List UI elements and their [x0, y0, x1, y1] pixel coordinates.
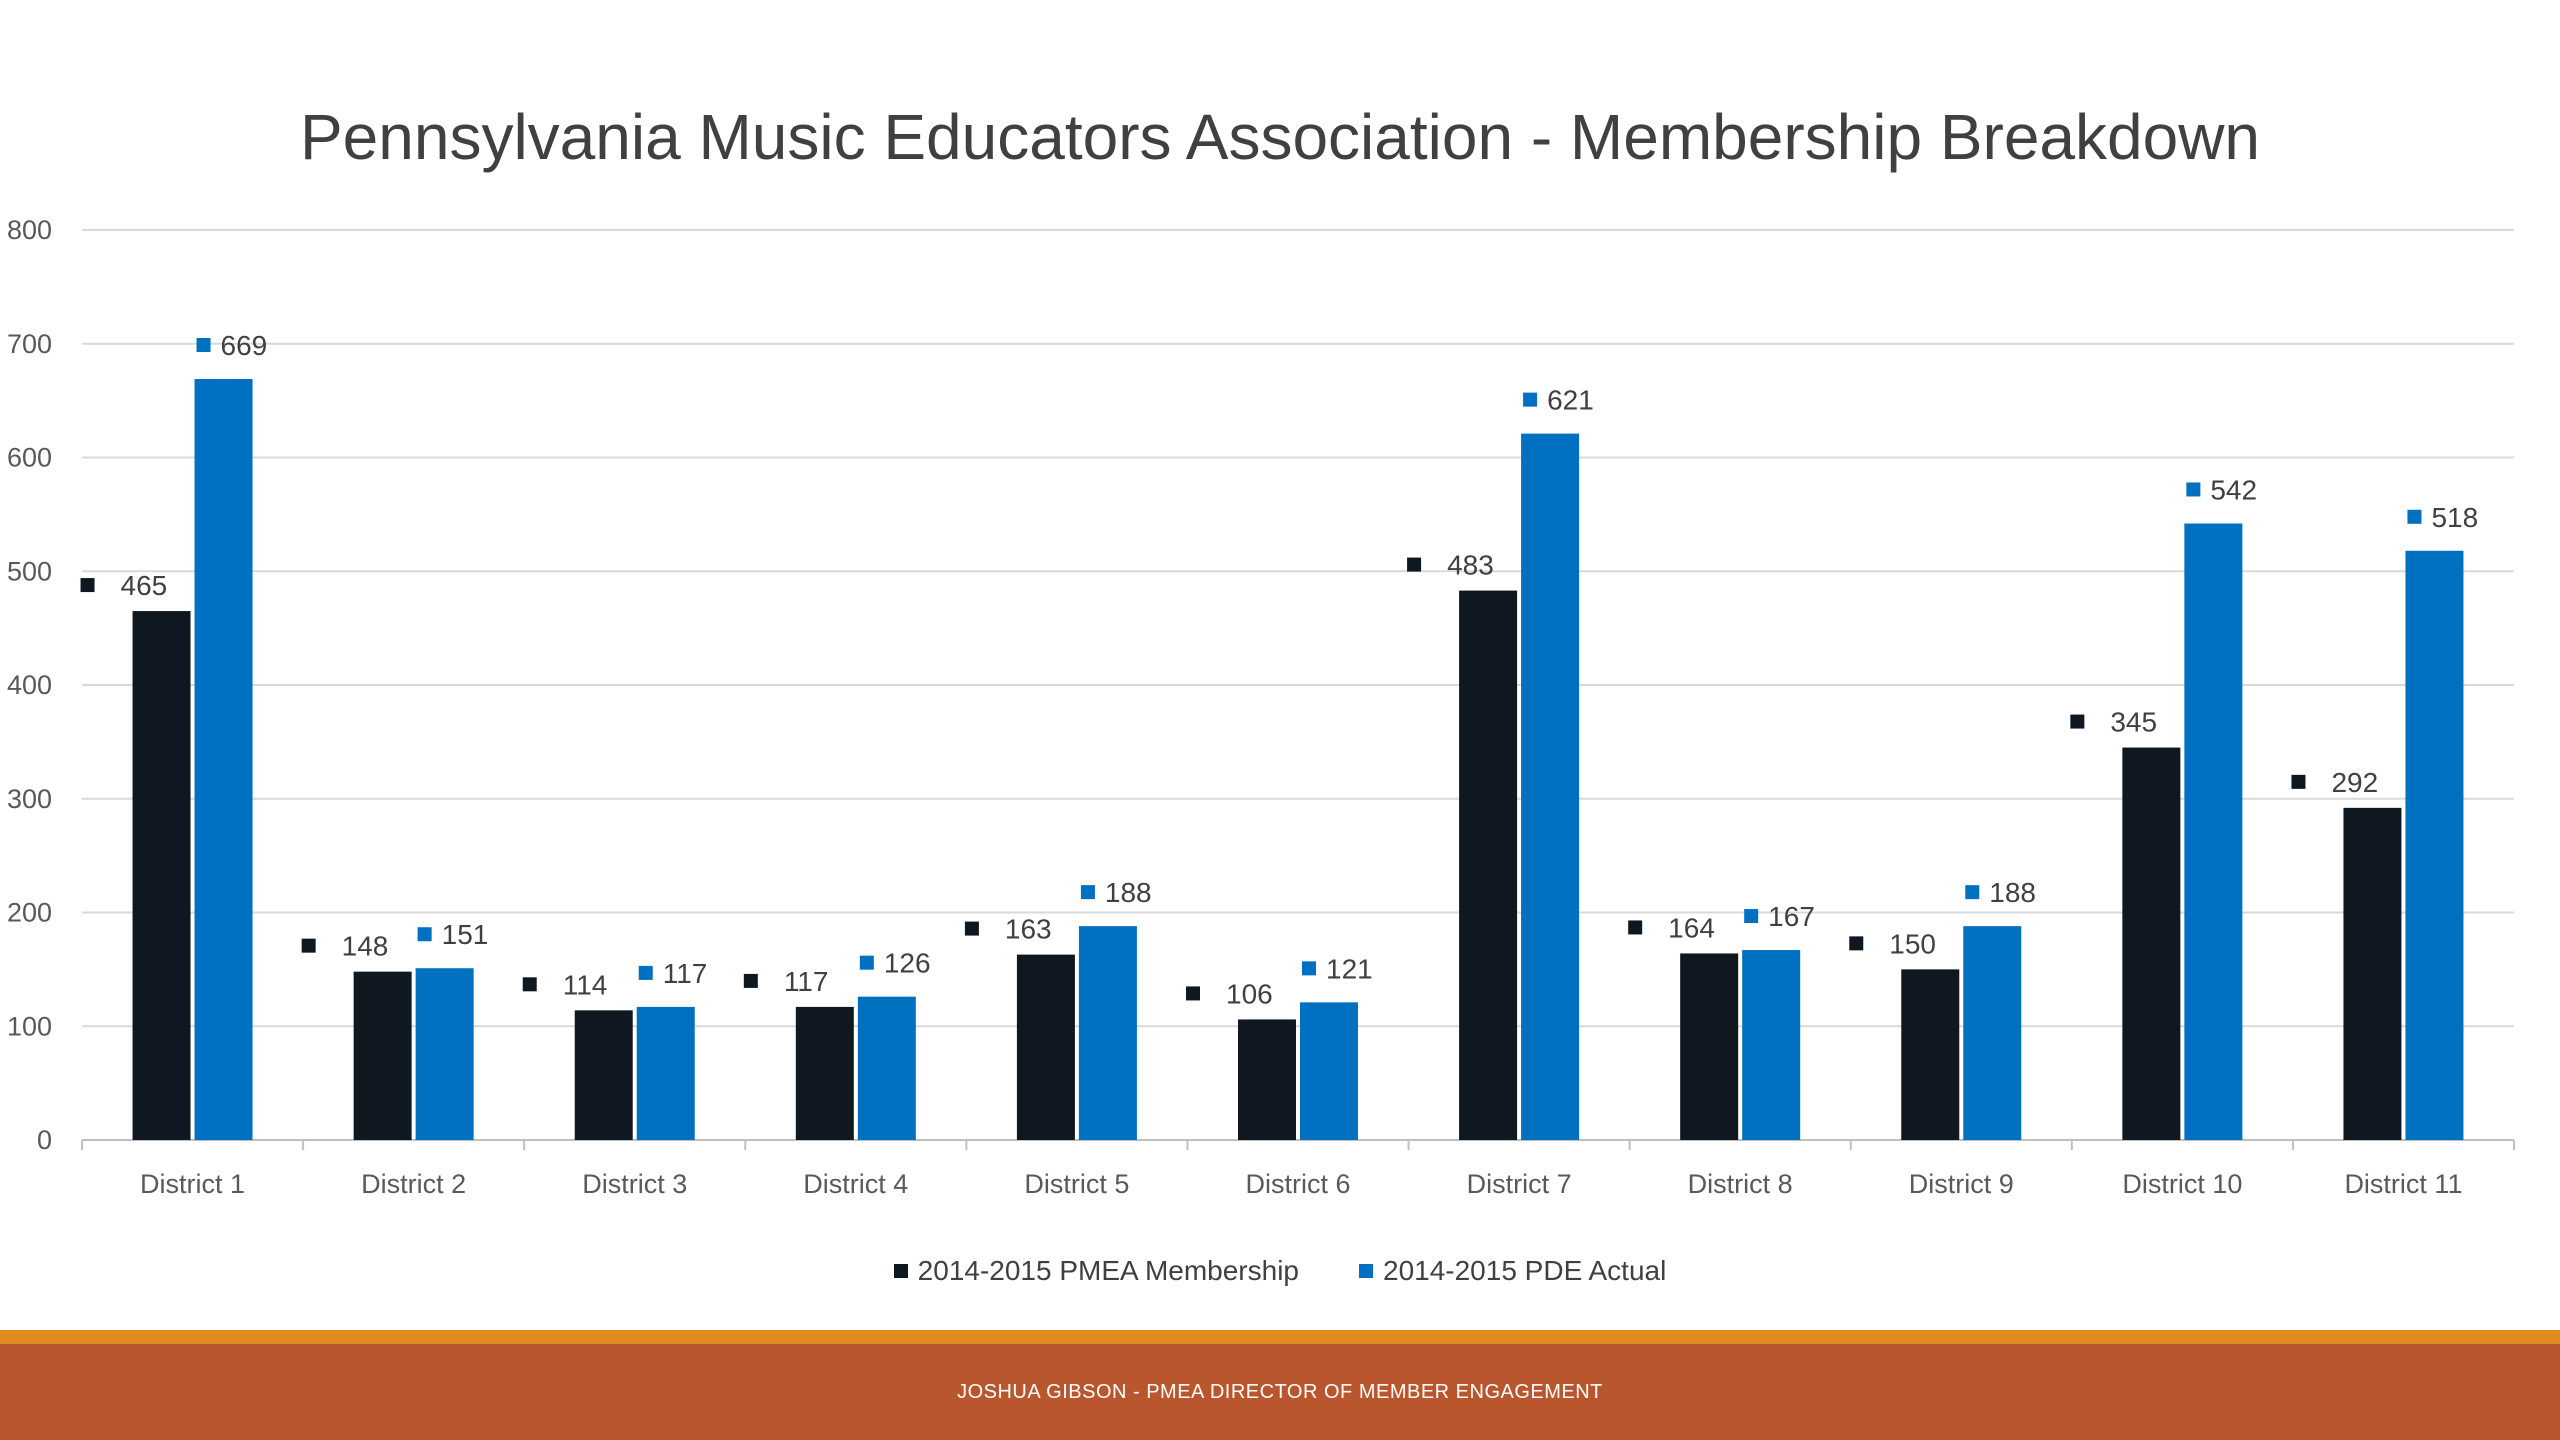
data-label-marker — [1407, 557, 1422, 572]
data-label: 163 — [1005, 914, 1052, 945]
data-label: 164 — [1668, 912, 1715, 943]
bar-pde-3 — [636, 1006, 695, 1140]
bar-pmea-11 — [2343, 807, 2402, 1140]
x-tick-label: District 6 — [1245, 1169, 1350, 1199]
bar-pmea-5 — [1016, 954, 1075, 1140]
x-tick-label: District 3 — [582, 1169, 687, 1199]
bar-pde-6 — [1300, 1002, 1358, 1140]
x-tick-label: District 4 — [803, 1169, 908, 1199]
x-tick-label: District 7 — [1467, 1169, 1572, 1199]
x-tick-label: District 1 — [140, 1169, 245, 1199]
data-label: 292 — [2331, 767, 2378, 798]
data-label-marker — [80, 578, 95, 593]
bar-pmea-8 — [1680, 953, 1739, 1140]
footer-bar: JOSHUA GIBSON - PMEA DIRECTOR OF MEMBER … — [0, 1344, 2560, 1440]
footer-text: JOSHUA GIBSON - PMEA DIRECTOR OF MEMBER … — [957, 1380, 1603, 1403]
x-tick-label: District 11 — [2344, 1169, 2462, 1199]
bar-pde-7 — [1521, 433, 1580, 1140]
legend-label-pde-actual: 2014-2015 PDE Actual — [1383, 1255, 1667, 1286]
y-tick-label: 300 — [7, 784, 52, 814]
data-label: 117 — [784, 966, 829, 997]
data-label-marker — [859, 955, 874, 970]
y-tick-label: 100 — [7, 1011, 52, 1041]
data-label-marker — [2291, 774, 2306, 789]
y-tick-label: 800 — [7, 215, 52, 245]
bar-pmea-4 — [795, 1006, 854, 1140]
legend-swatch-pde-actual — [1359, 1264, 1373, 1278]
data-label: 518 — [2431, 502, 2478, 533]
bar-pmea-9 — [1901, 969, 1960, 1140]
bar-pmea-2 — [353, 971, 412, 1140]
y-tick-label: 700 — [7, 329, 52, 359]
data-label-marker — [522, 977, 537, 992]
data-label-marker — [417, 927, 432, 942]
data-label-marker — [743, 973, 758, 988]
data-label: 669 — [221, 330, 268, 361]
data-label-marker — [1523, 392, 1538, 407]
data-label-marker — [2070, 714, 2085, 729]
bar-pmea-7 — [1459, 590, 1518, 1140]
bar-pde-11 — [2405, 550, 2464, 1140]
data-label: 114 — [563, 969, 608, 1000]
x-tick-label: District 10 — [2122, 1169, 2242, 1199]
legend-swatch-pmea-membership — [893, 1264, 908, 1278]
data-label: 150 — [1889, 928, 1936, 959]
bar-pmea-1 — [132, 611, 191, 1140]
data-label: 621 — [1547, 385, 1594, 416]
bar-pde-10 — [2184, 523, 2243, 1140]
data-label-marker — [1186, 986, 1200, 1001]
data-label: 345 — [2110, 707, 2157, 738]
data-label: 188 — [1105, 877, 1152, 908]
bar-pmea-6 — [1238, 1019, 1296, 1140]
bar-pde-4 — [857, 996, 916, 1140]
data-label-marker — [638, 965, 653, 980]
x-tick-label: District 2 — [361, 1169, 466, 1199]
y-tick-label: 0 — [37, 1125, 52, 1155]
bar-pde-8 — [1742, 950, 1801, 1140]
bar-chart: 0 100 200 300 400 500 600 700 800 465 669 District … — [7, 215, 2515, 1199]
legend-item-pmea-membership: 2014-2015 PMEA Membership — [893, 1255, 1299, 1287]
data-label-marker — [1965, 885, 1980, 900]
bar-pde-9 — [1963, 926, 2022, 1140]
y-tick-label: 500 — [7, 556, 52, 586]
data-label: 117 — [663, 958, 708, 989]
bar-pde-1 — [194, 379, 253, 1140]
data-label-marker — [1849, 936, 1864, 951]
data-label: 542 — [2210, 474, 2257, 505]
data-label-marker — [2186, 482, 2201, 497]
y-tick-label: 400 — [7, 670, 52, 700]
data-label-marker — [1302, 961, 1316, 976]
data-label: 121 — [1326, 953, 1373, 984]
footer-accent-stripe — [0, 1330, 2560, 1344]
data-label: 465 — [121, 570, 168, 601]
y-tick-label: 200 — [7, 898, 52, 928]
x-tick-label: District 8 — [1688, 1169, 1793, 1199]
bar-pde-2 — [415, 968, 474, 1140]
bar-pde-5 — [1078, 926, 1137, 1140]
chart-title: Pennsylvania Music Educators Association… — [299, 101, 2261, 173]
data-label: 483 — [1447, 550, 1494, 581]
data-label-marker — [1744, 909, 1759, 924]
data-label-marker — [196, 338, 211, 353]
chart-legend: 2014-2015 PMEA Membership 2014-2015 PDE … — [0, 1255, 2560, 1287]
data-label: 167 — [1768, 901, 1815, 932]
bar-pmea-3 — [574, 1010, 633, 1140]
data-label-marker — [1080, 885, 1095, 900]
data-label-marker — [1628, 920, 1643, 935]
x-tick-label: District 9 — [1909, 1169, 2014, 1199]
data-label: 188 — [1989, 877, 2036, 908]
bar-pmea-10 — [2122, 747, 2181, 1140]
data-label: 151 — [442, 919, 489, 950]
legend-item-pde-actual: 2014-2015 PDE Actual — [1359, 1255, 1666, 1287]
data-label-marker — [2407, 509, 2422, 524]
legend-label-pmea-membership: 2014-2015 PMEA Membership — [917, 1255, 1299, 1286]
data-label: 106 — [1226, 978, 1273, 1009]
y-tick-label: 600 — [7, 443, 52, 473]
data-label-marker — [964, 921, 979, 936]
data-label: 126 — [884, 948, 931, 979]
data-label: 148 — [342, 931, 389, 962]
x-tick-label: District 5 — [1024, 1169, 1129, 1199]
data-label-marker — [301, 938, 316, 953]
